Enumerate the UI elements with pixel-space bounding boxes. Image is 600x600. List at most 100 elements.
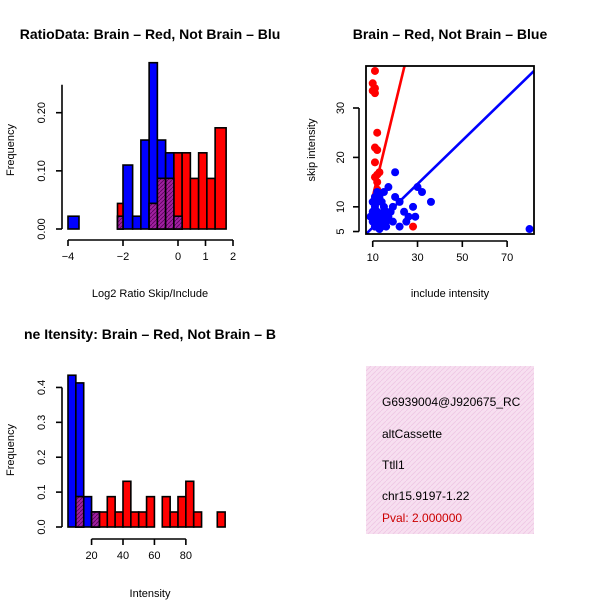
scatter-x-tick-label: 70 (501, 252, 513, 264)
scatter-red-point (373, 128, 382, 137)
intensity-overlap-bar (90, 511, 101, 528)
gene-name-text: Ttll1 (382, 458, 405, 472)
ratio-x-tick-label: −4 (62, 251, 75, 263)
intensity-histogram-title: ne Itensity: Brain – Red, Not Brain – B (24, 326, 276, 342)
ratio-red-bar (197, 152, 208, 230)
intensity-y-tick-label: 0.1 (36, 484, 48, 499)
ratio-overlap-bar (156, 177, 167, 230)
intensity-red-bar (169, 511, 179, 528)
scatter-axes: 10 30 50 70 5 10 20 30 (335, 65, 535, 264)
intensity-y-tick-label: 0.2 (36, 450, 48, 465)
scatter-title: Brain – Red, Not Brain – Blue (353, 26, 548, 42)
intensity-red-bar (161, 495, 171, 528)
ratio-y-tick-label: 0.00 (36, 218, 48, 239)
intensity-x-tick-label: 60 (148, 550, 160, 562)
intensity-red-bar (106, 495, 116, 528)
ratio-blue-bar (67, 215, 80, 230)
event-type-text: altCassette (382, 427, 442, 441)
intensity-red-bar (137, 511, 148, 528)
scatter-plot-area (366, 66, 534, 234)
scatter-red-point (370, 66, 379, 75)
intensity-red-bar (216, 511, 226, 528)
scatter-marks (366, 66, 534, 234)
ratio-red-bar (214, 127, 227, 230)
intensity-red-bar (114, 511, 124, 528)
intensity-x-tick-label: 80 (180, 550, 192, 562)
scatter-red-point (373, 146, 382, 154)
scatter-blue-point (395, 222, 404, 231)
ratio-y-tick-label: 0.10 (36, 160, 48, 181)
intensity-blue-bar (67, 374, 77, 528)
ratio-overlap-bar (173, 215, 183, 230)
ratio-histogram-ylabel: Frequency (5, 124, 17, 176)
scatter-y-tick-label: 5 (335, 228, 347, 234)
intensity-red-bar (130, 511, 140, 528)
ratio-x-tick-label: −2 (117, 251, 130, 263)
ratio-x-tick-label: 0 (175, 251, 181, 263)
scatter-y-tick-label: 20 (335, 151, 347, 163)
intensity-y-tick-label: 0.3 (36, 415, 48, 430)
intensity-overlap-bar (75, 495, 85, 528)
scatter-y-tick-label: 30 (335, 102, 347, 114)
intensity-x-tick-label: 20 (85, 550, 97, 562)
intensity-red-bar (177, 495, 187, 528)
location-text: chr15.9197-1.22 (382, 489, 470, 503)
scatter-blue-point (402, 217, 411, 226)
scatter-blue-point (411, 212, 420, 221)
probe-id-text: G6939004@J920675_RC (382, 395, 521, 409)
scatter-panel: Brain – Red, Not Brain – Blue 10 30 50 7051… (306, 26, 547, 300)
ratio-histogram-bars (67, 61, 227, 230)
intensity-red-bar (185, 480, 195, 528)
intensity-histogram-panel: ne Itensity: Brain – Red, Not Brain – B … (5, 326, 276, 600)
ratio-overlap-bar (148, 202, 159, 230)
intensity-red-bar (122, 480, 132, 528)
intensity-histogram-xlabel: Intensity (130, 588, 171, 600)
intensity-blue-bar (82, 495, 93, 528)
scatter-red-point (370, 89, 379, 98)
intensity-histogram-axes: 20 40 60 80 0.0 0.1 0.2 0.3 0.4 (36, 380, 192, 562)
scatter-blue-point (391, 168, 400, 177)
intensity-red-bar (98, 511, 109, 528)
pval-text: Pval: 2.000000 (382, 511, 462, 525)
scatter-blue-point (384, 183, 393, 192)
scatter-red-fit-line (371, 66, 406, 198)
ratio-blue-bar (122, 164, 134, 230)
intensity-y-tick-label: 0.4 (36, 380, 48, 395)
intensity-histogram-bars (67, 374, 226, 528)
scatter-blue-point (418, 188, 426, 196)
ratio-red-bar (181, 152, 192, 230)
ratio-x-tick-label: 2 (230, 251, 236, 263)
ratio-overlap-bar (116, 215, 124, 230)
info-background (366, 366, 534, 534)
intensity-histogram-ylabel: Frequency (5, 424, 17, 476)
intensity-red-bar (192, 511, 203, 528)
scatter-y-tick-label: 10 (335, 201, 347, 213)
scatter-x-tick-label: 50 (456, 252, 468, 264)
scatter-plot-frame (365, 65, 535, 235)
scatter-xlabel: include intensity (411, 288, 490, 300)
scatter-blue-point (525, 225, 534, 234)
scatter-blue-point (375, 225, 384, 234)
ratio-red-bar (206, 177, 216, 230)
ratio-histogram-xlabel: Log2 Ratio Skip/Include (92, 288, 208, 300)
ratio-histogram-title: RatioData: Brain – Red, Not Brain – Blu (20, 26, 281, 42)
scatter-blue-point (370, 192, 379, 201)
ratio-histogram-panel: RatioData: Brain – Red, Not Brain – Blu … (5, 26, 280, 300)
intensity-red-bar (145, 495, 156, 528)
ratio-x-tick-label: 1 (202, 251, 208, 263)
scatter-blue-point (409, 202, 418, 211)
scatter-blue-point (426, 197, 435, 206)
scatter-x-tick-label: 30 (411, 252, 423, 264)
ratio-y-tick-label: 0.20 (36, 102, 48, 123)
scatter-ylabel: skip intensity (306, 118, 318, 181)
ratio-red-bar (189, 177, 200, 230)
scatter-blue-fit-line (366, 70, 534, 234)
scatter-red-point (409, 222, 418, 231)
intensity-x-tick-label: 40 (117, 550, 129, 562)
intensity-y-tick-label: 0.0 (36, 519, 48, 534)
probe-info-panel: G6939004@J920675_RC altCassette Ttll1 ch… (366, 366, 534, 534)
scatter-red-point (370, 158, 379, 167)
scatter-blue-point (382, 222, 391, 231)
ratio-overlap-bar (164, 177, 175, 230)
